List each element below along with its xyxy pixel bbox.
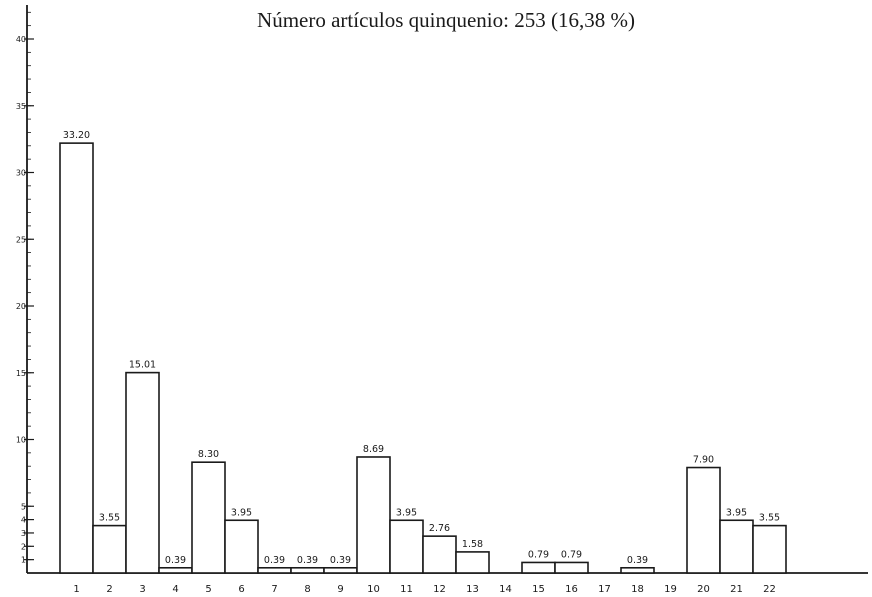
bar-6 — [224, 519, 259, 574]
bar-5 — [191, 461, 226, 574]
value-label-15: 0.79 — [528, 549, 549, 560]
value-label-9: 0.39 — [330, 555, 351, 566]
x-tick-label-9: 9 — [337, 584, 343, 595]
value-label-16: 0.79 — [561, 549, 582, 560]
x-tick-label-11: 11 — [400, 584, 413, 595]
value-label-10: 8.69 — [363, 444, 384, 455]
bar-1 — [59, 142, 94, 574]
y-axis-ticks: 1 2 3 4 5 10 15 20 25 30 35 40 — [16, 11, 34, 565]
y-tick-label: 3 — [21, 529, 26, 538]
bar-22 — [752, 524, 787, 574]
x-tick-label-21: 21 — [730, 584, 743, 595]
x-tick-label-8: 8 — [304, 584, 310, 595]
value-label-5: 8.30 — [198, 449, 219, 460]
y-tick-label: 1 — [21, 556, 26, 565]
bar-8 — [290, 566, 325, 574]
y-tick-label: 5 — [21, 502, 26, 511]
x-tick-label-4: 4 — [172, 584, 178, 595]
x-tick-label-16: 16 — [565, 584, 578, 595]
bar-2 — [92, 524, 127, 574]
y-tick-label: 30 — [16, 169, 26, 178]
bar-18 — [620, 566, 655, 574]
x-tick-label-6: 6 — [238, 584, 244, 595]
bar-20 — [686, 466, 721, 574]
value-label-7: 0.39 — [264, 555, 285, 566]
chart-title: Número artículos quinquenio: 253 (16,38 … — [257, 8, 635, 32]
x-tick-label-18: 18 — [631, 584, 644, 595]
bar-4 — [158, 566, 193, 574]
value-label-11: 3.95 — [396, 507, 417, 518]
x-tick-label-19: 19 — [664, 584, 677, 595]
value-label-2: 3.55 — [99, 513, 120, 524]
x-tick-label-20: 20 — [697, 584, 710, 595]
x-tick-label-22: 22 — [763, 584, 776, 595]
chart-bars — [59, 142, 787, 574]
value-label-12: 2.76 — [429, 523, 450, 534]
x-tick-label-15: 15 — [532, 584, 545, 595]
x-axis-labels: 1 2 3 4 5 6 7 8 9 10 11 12 13 14 15 16 17 18 19 20 21 22 — [73, 584, 776, 595]
value-label-8: 0.39 — [297, 555, 318, 566]
bar-7 — [257, 566, 292, 574]
value-label-4: 0.39 — [165, 555, 186, 566]
value-label-6: 3.95 — [231, 507, 252, 518]
x-tick-label-10: 10 — [367, 584, 380, 595]
y-tick-label: 2 — [21, 542, 26, 551]
value-label-3: 15.01 — [129, 360, 156, 371]
y-tick-label: 20 — [16, 302, 26, 311]
value-labels: 33.20 3.55 15.01 0.39 8.30 3.95 0.39 0.39 0.39 8.… — [63, 130, 780, 566]
bar-9 — [323, 566, 358, 574]
x-tick-label-12: 12 — [433, 584, 446, 595]
x-tick-label-17: 17 — [598, 584, 611, 595]
bar-16 — [554, 561, 589, 574]
x-tick-label-5: 5 — [205, 584, 211, 595]
x-tick-label-14: 14 — [499, 584, 512, 595]
bar-11 — [389, 519, 424, 574]
bar-10 — [356, 456, 391, 574]
y-tick-label: 15 — [16, 369, 26, 378]
value-label-18: 0.39 — [627, 555, 648, 566]
x-tick-label-1: 1 — [73, 584, 79, 595]
x-tick-label-7: 7 — [271, 584, 277, 595]
bar-21 — [719, 519, 754, 574]
x-tick-label-13: 13 — [466, 584, 479, 595]
y-tick-label: 10 — [16, 436, 26, 445]
x-tick-label-2: 2 — [106, 584, 112, 595]
value-label-22: 3.55 — [759, 513, 780, 524]
y-tick-label: 4 — [21, 516, 26, 525]
value-label-20: 7.90 — [693, 455, 714, 466]
x-tick-label-3: 3 — [139, 584, 145, 595]
value-label-21: 3.95 — [726, 507, 747, 518]
value-label-13: 1.58 — [462, 539, 483, 550]
y-tick-label: 25 — [16, 235, 26, 244]
y-tick-label: 35 — [16, 102, 26, 111]
value-label-1: 33.20 — [63, 130, 90, 141]
bar-3 — [125, 371, 160, 574]
bar-15 — [521, 561, 556, 574]
bar-12 — [422, 535, 457, 574]
bar-13 — [455, 551, 490, 574]
y-tick-label: 40 — [16, 35, 26, 44]
